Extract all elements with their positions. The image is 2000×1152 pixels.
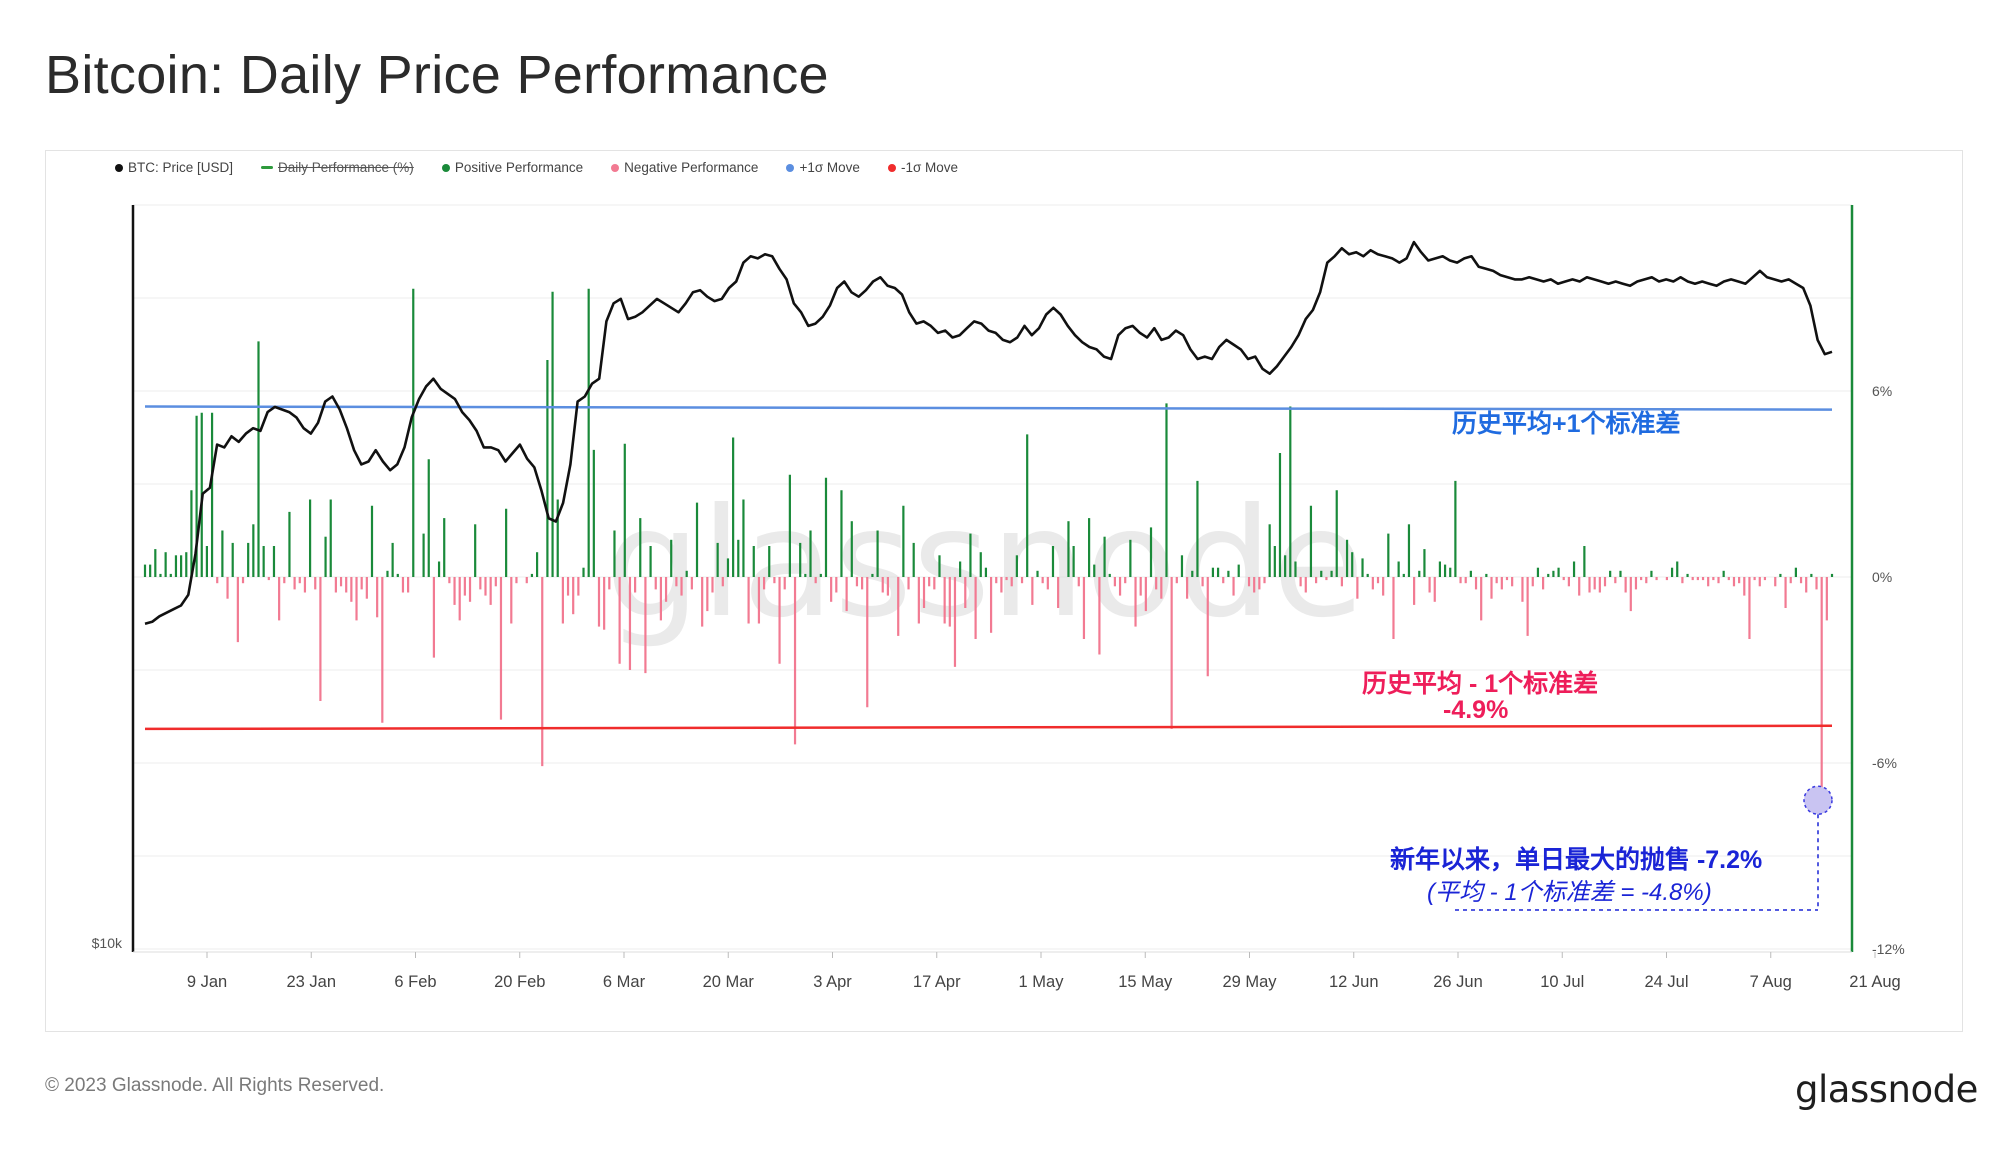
x-tick-label: 20 Feb	[494, 973, 545, 991]
legend-dot-negative	[611, 163, 620, 172]
x-tick-label: 12 Jun	[1329, 973, 1379, 991]
legend-item-positive-performance[interactable]: Positive Performance	[441, 160, 584, 175]
annotation-plus-sigma: 历史平均+1个标准差	[1452, 410, 1681, 438]
legend-item-minus-sigma[interactable]: -1σ Move	[887, 160, 959, 175]
y-tick-label-right: -12%	[1872, 941, 1905, 957]
x-tick-label: 17 Apr	[913, 973, 961, 991]
x-tick-label: 21 Aug	[1849, 973, 1900, 991]
annotation-max-drop: 新年以来，单日最大的抛售 -7.2%	[1390, 846, 1763, 874]
x-tick-label: 26 Jun	[1433, 973, 1483, 991]
legend-dot-minus-sigma	[887, 163, 896, 172]
y-tick-label-right: 6%	[1872, 383, 1892, 399]
legend-label: +1σ Move	[799, 160, 860, 175]
legend-item-negative-performance[interactable]: Negative Performance	[611, 160, 758, 175]
x-tick-label: 15 May	[1118, 973, 1173, 991]
legend-dot-plus-sigma	[786, 163, 795, 172]
page-title: Bitcoin: Daily Price Performance	[45, 45, 829, 105]
x-tick-label: 24 Jul	[1644, 973, 1688, 991]
minus-sigma-line	[144, 724, 1833, 731]
glassnode-logo[interactable]: glassnode	[1795, 1068, 1978, 1111]
x-tick-label: 9 Jan	[187, 973, 227, 991]
x-tick-label: 20 Mar	[703, 973, 755, 991]
legend-item-btc-price[interactable]: BTC: Price [USD]	[115, 160, 233, 175]
annotation-max-drop-note: (平均 - 1个标准差 = -4.8%)	[1427, 879, 1712, 906]
x-tick-label: 6 Feb	[394, 973, 436, 991]
y-tick-label-right: 0%	[1872, 569, 1892, 585]
legend-label: Negative Performance	[624, 160, 759, 175]
legend-dot-daily-performance	[261, 166, 274, 169]
footer-copyright: © 2023 Glassnode. All Rights Reserved.	[45, 1075, 385, 1096]
x-tick-label: 23 Jan	[286, 973, 336, 991]
legend-label: Positive Performance	[454, 160, 584, 175]
annotation-minus-sigma: 历史平均 - 1个标准差	[1362, 670, 1599, 698]
watermark: glassnode	[605, 477, 1364, 651]
max-drop-marker	[1803, 785, 1833, 815]
chart-frame	[45, 150, 1963, 1032]
legend-label: Daily Performance (%)	[278, 160, 414, 175]
legend-label: -1σ Move	[900, 160, 959, 175]
legend-dot-positive	[441, 163, 450, 172]
x-tick-label: 6 Mar	[603, 973, 646, 991]
legend-label: BTC: Price [USD]	[128, 160, 234, 175]
annotation-minus-sigma-value: -4.9%	[1443, 696, 1509, 724]
x-tick-label: 7 Aug	[1750, 973, 1792, 991]
legend-item-daily-performance[interactable]: Daily Performance (%)	[261, 160, 414, 175]
legend-dot-btc-price	[115, 163, 123, 172]
x-tick-label: 3 Apr	[813, 973, 852, 991]
x-tick-label: 1 May	[1019, 973, 1065, 991]
plus-sigma-line	[144, 405, 1833, 411]
btc-price-line	[144, 240, 1833, 625]
y-axis-label-left: $10k	[92, 935, 123, 951]
chart-legend: BTC: Price [USD] Daily Performance (%) P…	[115, 160, 958, 175]
y-tick-label-right: -6%	[1872, 755, 1897, 771]
x-tick-label: 10 Jul	[1540, 973, 1584, 991]
legend-item-plus-sigma[interactable]: +1σ Move	[786, 160, 860, 175]
x-tick-label: 29 May	[1222, 973, 1277, 991]
